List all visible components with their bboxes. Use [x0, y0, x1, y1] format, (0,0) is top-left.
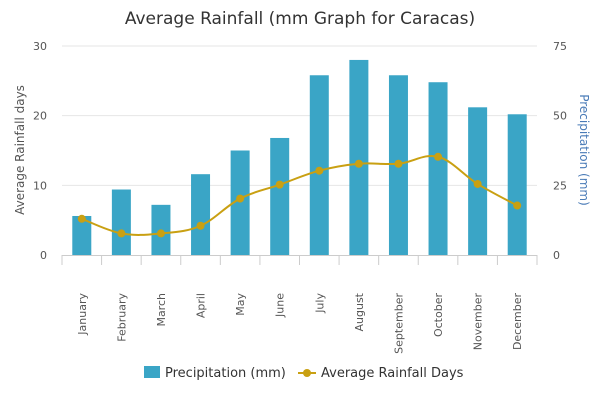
- precipitation-bar[interactable]: [349, 59, 369, 255]
- precipitation-bar[interactable]: [191, 174, 211, 255]
- rainfall-days-point[interactable]: [354, 159, 363, 168]
- y-left-tick-label: 10: [33, 179, 47, 192]
- x-tick-label: August: [353, 292, 366, 331]
- precipitation-bar[interactable]: [270, 137, 290, 255]
- y-left-tick-label: 0: [40, 249, 47, 262]
- x-tick-label: February: [115, 293, 128, 342]
- x-tick-label: March: [155, 293, 168, 327]
- y-axis-left-title: Average Rainfall days: [13, 85, 27, 215]
- x-tick-label: December: [511, 293, 524, 351]
- legend-label-precipitation[interactable]: Precipitation (mm): [165, 366, 286, 381]
- rainfall-days-point[interactable]: [473, 179, 482, 188]
- rainfall-days-point[interactable]: [196, 221, 205, 230]
- rainfall-days-point[interactable]: [77, 214, 86, 223]
- x-tick-label: May: [234, 293, 247, 316]
- x-tick-label: June: [274, 293, 287, 318]
- precipitation-bar[interactable]: [111, 189, 131, 255]
- grid-lines: [62, 45, 537, 186]
- y-right-tick-label: 25: [553, 179, 567, 192]
- legend-bar-swatch: [144, 366, 160, 378]
- rainfall-days-point[interactable]: [394, 159, 403, 168]
- chart-title: Average Rainfall (mm Graph for Caracas): [125, 9, 475, 29]
- x-tick-label: October: [432, 293, 445, 337]
- y-left-tick-label: 20: [33, 110, 47, 123]
- x-tick-label: November: [472, 293, 485, 351]
- rainfall-days-point[interactable]: [117, 229, 126, 238]
- precipitation-bar[interactable]: [72, 215, 92, 255]
- x-tick-label: April: [195, 293, 208, 318]
- precipitation-bar[interactable]: [428, 82, 448, 255]
- rainfall-days-point[interactable]: [275, 180, 284, 189]
- x-tick-label: September: [392, 293, 405, 354]
- precipitation-bar[interactable]: [309, 75, 329, 255]
- legend: Precipitation (mm) Average Rainfall Days: [144, 366, 464, 381]
- rainfall-days-line-path: [81, 154, 518, 236]
- rainfall-days-point[interactable]: [236, 194, 245, 203]
- legend-label-rainfall-days[interactable]: Average Rainfall Days: [321, 366, 464, 381]
- x-tick-label: January: [76, 293, 89, 336]
- axes: 0 10 20 30 0 25 50 75 January February March April M…: [33, 40, 567, 354]
- rainfall-days-point[interactable]: [434, 152, 443, 161]
- precipitation-bar[interactable]: [507, 114, 527, 255]
- x-tick-label: July: [313, 293, 326, 314]
- legend-line-marker: [303, 369, 311, 377]
- rainfall-days-point[interactable]: [513, 201, 522, 210]
- precipitation-bar[interactable]: [230, 150, 250, 256]
- y-right-tick-label: 50: [553, 110, 567, 123]
- y-right-tick-label: 75: [553, 40, 567, 53]
- rainfall-days-line: [77, 152, 522, 238]
- y-axis-right-title: Precipitation (mm): [577, 94, 591, 206]
- y-left-tick-label: 30: [33, 40, 47, 53]
- rainfall-days-point[interactable]: [156, 229, 165, 238]
- rainfall-days-point[interactable]: [315, 166, 324, 175]
- precipitation-bars: [72, 59, 527, 256]
- y-right-tick-label: 0: [553, 249, 560, 262]
